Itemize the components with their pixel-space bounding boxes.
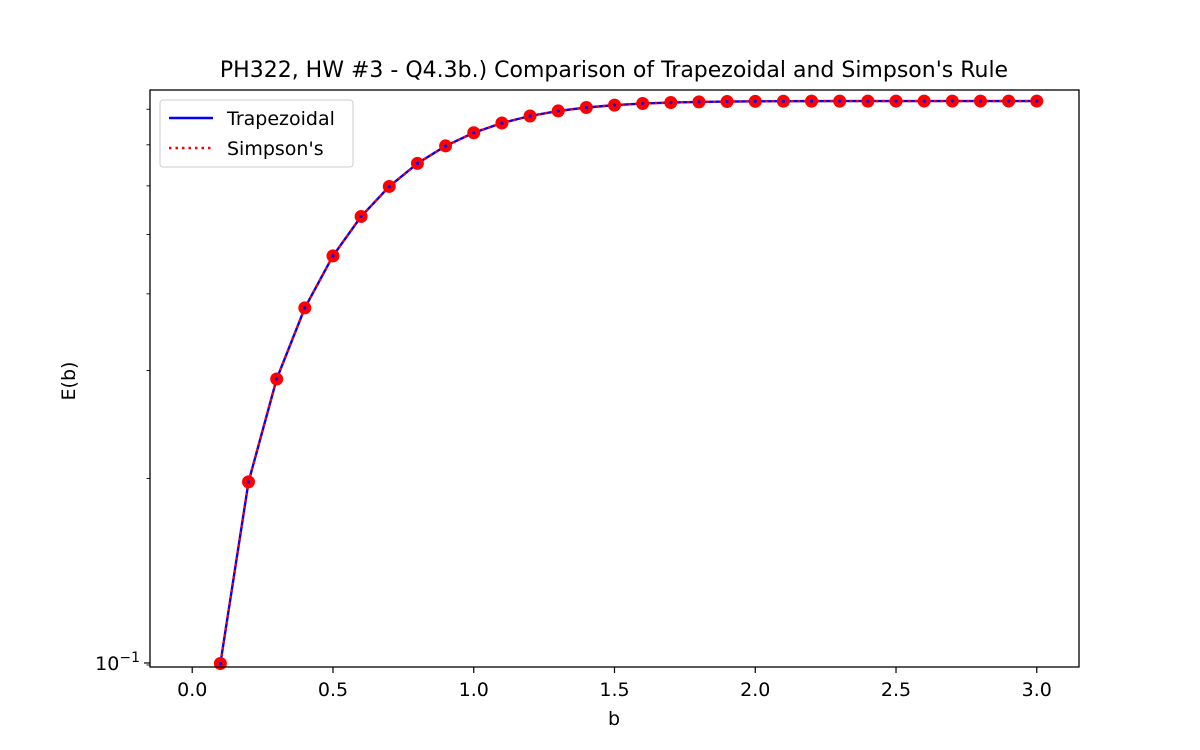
markers-group [213,94,1044,671]
legend: Trapezoidal Simpson's [159,99,354,168]
legend-label-trapezoidal: Trapezoidal [226,108,335,130]
data-point-center [978,99,983,103]
data-point-center [303,306,307,310]
data-point-center [838,99,842,103]
x-axis-label: b [608,708,620,730]
data-point-center [1035,99,1039,103]
x-tick-label: 2.5 [881,679,911,701]
data-point-center [331,254,335,258]
data-point-center [500,121,504,125]
chart-title: PH322, HW #3 - Q4.3b.) Comparison of Tra… [220,58,1008,83]
data-point-center [781,99,786,103]
x-axis-ticks: 0.0 0.5 1.0 1.5 2.0 2.5 3.0 [177,667,1052,701]
x-tick-label: 0.0 [177,679,207,701]
x-tick-label: 1.0 [459,679,489,701]
legend-label-simpsons: Simpson's [227,138,324,160]
data-point-center [866,99,870,103]
data-point-center [697,100,701,104]
x-tick-label: 0.5 [318,679,348,701]
x-tick-label: 3.0 [1022,679,1052,701]
data-point-center [387,184,391,189]
data-point-center [725,99,729,104]
data-point-center [641,101,645,106]
data-point-center [584,105,588,110]
data-point-center [809,99,814,103]
data-point-center [415,161,420,166]
y-axis-label: E(b) [58,362,80,401]
x-tick-label: 1.5 [599,679,629,701]
data-point-center [894,99,898,103]
data-point-center [443,144,448,148]
data-point-center [246,480,251,484]
data-point-center [556,109,560,113]
data-point-center [950,99,954,103]
data-point-center [922,99,926,103]
data-point-center [753,99,757,103]
data-point-center [275,377,279,381]
data-point-center [612,103,617,107]
data-point-center [472,131,476,135]
data-point-center [528,114,532,118]
data-point-center [359,214,363,219]
legend-box [159,99,354,168]
data-point-center [1007,99,1011,103]
data-point-center [669,100,673,105]
x-tick-label: 2.0 [740,679,770,701]
data-point-center [218,661,222,666]
